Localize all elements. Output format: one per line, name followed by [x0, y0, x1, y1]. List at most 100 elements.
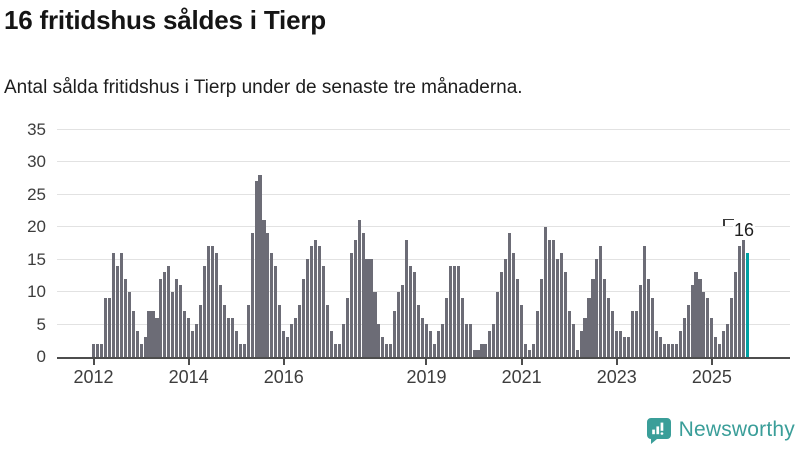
bar [242, 343, 246, 357]
bar [361, 233, 365, 357]
bar [646, 278, 650, 357]
bar [270, 252, 274, 357]
x-axis-tick [615, 358, 618, 365]
y-axis-label: 0 [36, 347, 46, 366]
bar [306, 259, 310, 357]
bar [480, 343, 484, 357]
bar [424, 324, 429, 357]
y-axis-label: 15 [27, 249, 46, 269]
bar [413, 272, 417, 357]
x-axis-label: 2025 [691, 366, 732, 387]
bar [539, 278, 543, 357]
bar [238, 343, 242, 357]
bar [313, 239, 318, 357]
bar [607, 298, 611, 357]
bar [393, 311, 397, 357]
bar [500, 272, 504, 357]
bar [131, 311, 135, 357]
bar [682, 317, 686, 357]
bar [440, 324, 444, 357]
bar [706, 298, 710, 357]
bar [282, 330, 286, 357]
brand-logo: Newsworthy [646, 417, 795, 444]
x-axis-label: 2016 [263, 366, 304, 387]
bar [504, 259, 508, 357]
bar [179, 285, 183, 357]
bar [583, 317, 587, 357]
bar [650, 298, 654, 357]
x-axis-tick [710, 358, 713, 365]
bar [531, 343, 536, 357]
callout-line-vertical [723, 218, 725, 226]
bar [738, 246, 742, 357]
bar [428, 330, 432, 357]
bar [662, 343, 666, 357]
bar [266, 233, 270, 357]
bar [226, 317, 230, 357]
bar [603, 278, 607, 357]
bar [401, 285, 405, 357]
bar [452, 265, 456, 357]
bar [139, 343, 143, 357]
bar [555, 259, 559, 357]
bar [420, 317, 425, 357]
x-axis-tick [187, 358, 190, 365]
bar [309, 246, 314, 357]
bar [159, 278, 163, 357]
bar [508, 233, 512, 357]
bar [496, 291, 500, 357]
bar [543, 226, 547, 357]
x-axis-line [57, 356, 790, 359]
bar [222, 304, 226, 357]
bar [587, 298, 591, 357]
bar [551, 239, 555, 357]
bar [218, 285, 222, 357]
bar [476, 350, 480, 357]
bar [417, 304, 421, 357]
bar [575, 350, 579, 357]
bar [547, 239, 551, 357]
bar [230, 317, 234, 357]
x-axis-label: 2012 [73, 366, 114, 387]
bar [365, 259, 369, 357]
bar [246, 304, 250, 357]
bar [337, 343, 341, 357]
x-axis-label: 2021 [501, 366, 542, 387]
bar [92, 343, 96, 357]
bar [448, 265, 452, 357]
brand-name: Newsworthy [678, 418, 795, 441]
x-axis-label: 2014 [168, 366, 209, 387]
bar [567, 311, 571, 357]
page-title: 16 fritidshus såldes i Tierp [4, 5, 326, 35]
bar [341, 324, 345, 357]
bar-chart-area: 0 5 10 15 20 25 30 35 2012 2014 2016 2019 2021 2023 20… [27, 121, 790, 387]
bar [107, 298, 111, 357]
bar [742, 220, 746, 357]
bar [670, 343, 674, 357]
bar [329, 330, 333, 357]
bar [722, 330, 726, 357]
bar [369, 259, 373, 357]
bar [191, 330, 195, 357]
bar [468, 324, 472, 357]
bar [718, 343, 722, 357]
bar [147, 311, 151, 357]
bar [290, 324, 294, 357]
y-axis-label: 10 [27, 282, 46, 301]
bar [730, 298, 734, 357]
bar [535, 311, 540, 357]
bar [666, 343, 670, 357]
bar [258, 174, 262, 357]
bar [389, 343, 393, 357]
y-axis-label: 5 [36, 314, 46, 334]
bar [563, 272, 567, 357]
bar [623, 337, 627, 357]
bar [516, 278, 520, 357]
bar [171, 291, 175, 357]
gridline [57, 258, 790, 260]
bar [325, 304, 329, 357]
bar [492, 324, 496, 357]
bar [210, 246, 214, 357]
gridline [57, 193, 790, 195]
bar [472, 350, 476, 357]
